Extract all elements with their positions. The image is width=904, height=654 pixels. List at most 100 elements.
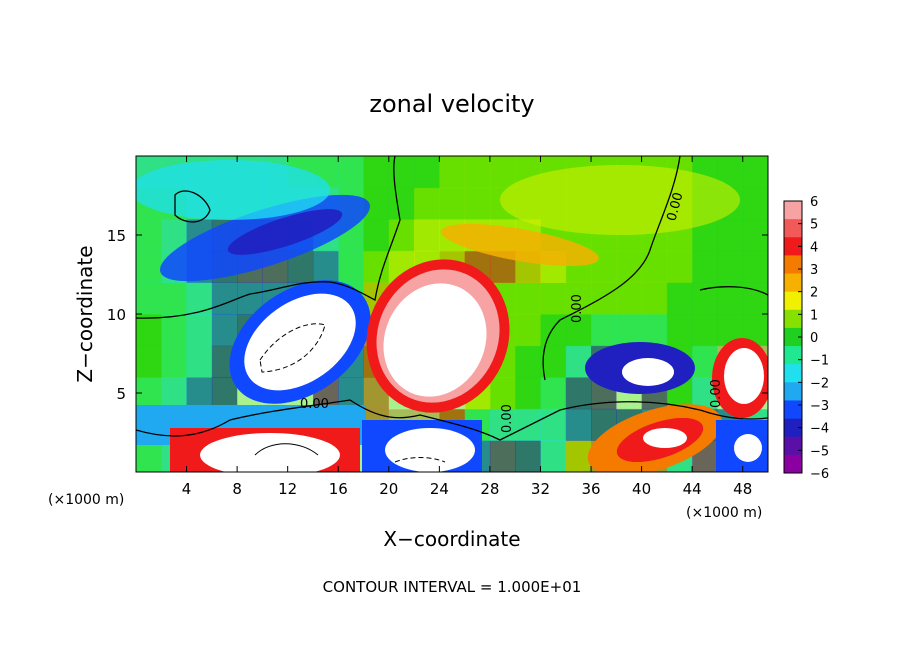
heatmap-cell <box>742 156 768 189</box>
x-tick-label: 24 <box>430 480 449 498</box>
contour-interval-note: CONTOUR INTERVAL = 1.000E+01 <box>323 578 582 596</box>
right-white-blob <box>622 358 674 386</box>
heatmap-cell <box>338 156 365 189</box>
x-tick-label: 20 <box>379 480 398 498</box>
contour-label: 0.00 <box>570 294 585 323</box>
colorbar-swatch <box>784 382 802 401</box>
heatmap-cell <box>363 250 390 283</box>
colorbar-label: 1 <box>810 308 818 323</box>
heatmap-cell <box>211 314 238 347</box>
heatmap-cell <box>565 377 592 410</box>
heatmap-cell <box>464 187 491 220</box>
contour-label: 0.00 <box>300 397 329 412</box>
heatmap-cell <box>666 250 693 283</box>
colorbar-swatch <box>784 400 802 419</box>
heatmap-cell <box>540 408 567 441</box>
heatmap-cell <box>742 187 768 220</box>
x-tick-label: 44 <box>683 480 702 498</box>
center-blob-core <box>383 283 487 397</box>
negative-contour-3 <box>394 457 446 463</box>
heatmap-cell <box>489 408 516 441</box>
heatmap-cell <box>388 156 415 189</box>
colorbar-label: −5 <box>810 444 829 459</box>
colorbar-label: −4 <box>810 422 829 437</box>
heatmap-cell <box>186 345 213 378</box>
heatmap-cell <box>489 440 516 472</box>
y-tick-label: 15 <box>107 227 126 245</box>
heatmap-cell <box>136 345 162 378</box>
heatmap-cell <box>489 377 516 410</box>
heatmap-cell <box>338 250 365 283</box>
negative-contour-1 <box>259 323 326 373</box>
heatmap-cell <box>211 377 238 410</box>
heatmap-cell <box>565 314 592 347</box>
far-right-white <box>724 348 764 404</box>
heatmap-cell <box>641 282 668 315</box>
colorbar-swatch <box>784 219 802 238</box>
heatmap-cell <box>666 282 693 315</box>
y-axis-label: Z−coordinate <box>73 245 97 382</box>
x-tick-label: 28 <box>480 480 499 498</box>
zero-contour-1 <box>136 156 401 319</box>
heatmap-cell <box>515 440 541 472</box>
x-unit-right: (×1000 m) <box>686 505 762 521</box>
colorbar-label: 3 <box>810 263 818 278</box>
zero-contour-3 <box>542 156 681 381</box>
zero-contour-5 <box>699 286 768 296</box>
colorbar: 6 5 4 3 2 1 0 −1 −2 −3 −4 −5 −6 <box>783 195 829 482</box>
heatmap-cell <box>186 377 213 410</box>
heatmap-cell <box>565 408 592 441</box>
colorbar-swatch <box>784 346 802 365</box>
heatmap-cell <box>414 187 440 220</box>
colorbar-swatch <box>784 418 802 438</box>
far-right-white-low <box>734 434 762 462</box>
plot-area: 0.00 0.00 0.00 0.00 0.00 <box>136 156 768 472</box>
heatmap-cell <box>161 282 188 315</box>
colorbar-label: 0 <box>810 331 818 346</box>
colorbar-swatch <box>784 364 802 383</box>
x-unit-left: (×1000 m) <box>48 492 124 508</box>
heatmap-cell <box>161 345 188 378</box>
colorbar-swatch <box>784 273 802 293</box>
heatmap-cell <box>591 282 617 315</box>
heatmap-cell <box>136 440 162 472</box>
heatmap-cell <box>515 282 541 315</box>
y-tick-label: 10 <box>107 306 126 324</box>
right-white-lower <box>643 428 687 448</box>
zero-contour-4 <box>174 190 211 223</box>
heatmap-cell <box>641 314 668 347</box>
heatmap-cell <box>136 250 162 283</box>
heatmap-cell <box>363 156 390 189</box>
x-tick-label: 36 <box>581 480 600 498</box>
left-blob-core <box>244 293 356 391</box>
colorbar-swatch <box>784 291 802 311</box>
contour-labels: 0.00 0.00 0.00 0.00 0.00 <box>300 191 724 433</box>
x-axis-label: X−coordinate <box>383 527 520 551</box>
colorbar-swatch <box>784 309 802 329</box>
colorbar-label: −3 <box>810 399 829 414</box>
heatmap-cell <box>692 314 718 347</box>
contour-label: 0.00 <box>709 379 724 408</box>
lower-left-white <box>200 433 340 472</box>
heatmap-cell <box>161 377 188 410</box>
x-tick-label: 4 <box>182 480 192 498</box>
colorbar-label: 5 <box>810 218 818 233</box>
heatmap-cell <box>540 282 567 315</box>
heatmap-cell <box>742 250 768 283</box>
heatmap-cell <box>616 250 643 283</box>
heatmap-cell <box>616 282 643 315</box>
heatmap-cell <box>540 440 567 472</box>
y-tick-label: 5 <box>116 385 126 403</box>
heatmap-cell <box>464 156 491 189</box>
heatmap-cell <box>616 314 643 347</box>
heatmap-cell <box>666 314 693 347</box>
heatmap-cell <box>136 282 162 315</box>
x-tick-label: 8 <box>232 480 242 498</box>
colorbar-swatch <box>784 237 802 256</box>
colorbar-swatch <box>784 255 802 274</box>
heatmap-cell <box>186 314 213 347</box>
velocity-features <box>136 156 768 472</box>
heatmap-cell <box>692 250 718 283</box>
contour-label: 0.00 <box>665 191 687 223</box>
